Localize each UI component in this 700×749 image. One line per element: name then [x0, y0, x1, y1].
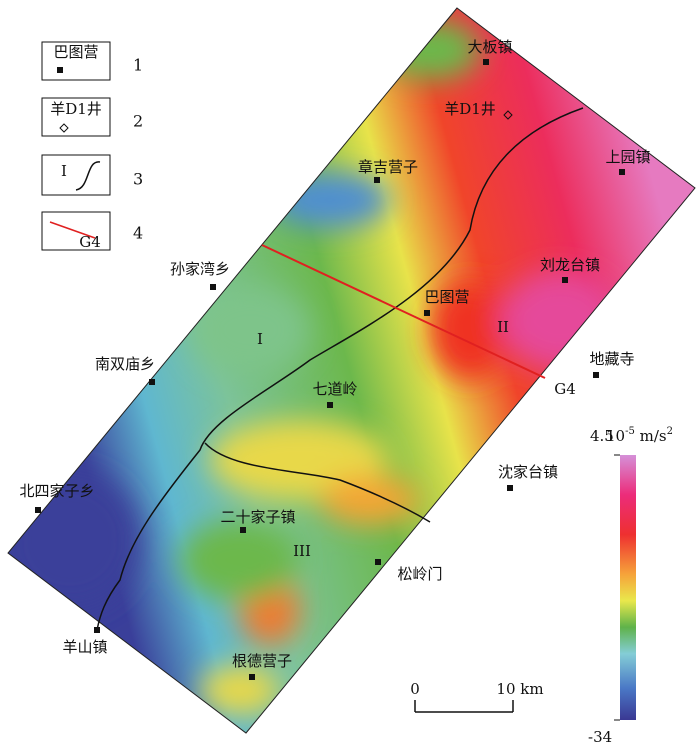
legend-label: G4	[79, 233, 101, 251]
place-marker	[35, 507, 41, 513]
legend-number: 3	[133, 170, 143, 189]
place-marker	[562, 277, 568, 283]
place-marker	[483, 59, 489, 65]
colorbar-min: -34	[588, 728, 612, 746]
place-label: 松岭门	[397, 565, 442, 583]
place-label: 二十家子镇	[220, 508, 295, 526]
place-marker	[374, 177, 380, 183]
legend-label: 巴图营	[53, 43, 98, 61]
place-label: 北四家子乡	[19, 482, 94, 500]
place-label: 羊山镇	[62, 638, 107, 656]
region-label: III	[293, 542, 311, 560]
place-label: 巴图营	[424, 288, 469, 306]
place-marker	[593, 372, 599, 378]
place-label: 孙家湾乡	[170, 260, 230, 278]
legend-number: 1	[133, 56, 143, 75]
legend-number: 4	[133, 224, 143, 243]
place-marker	[240, 527, 246, 533]
colorbar	[620, 455, 636, 720]
legend-number: 2	[133, 112, 143, 131]
place-label: 大板镇	[467, 38, 512, 56]
legend-label: 羊D1井	[50, 100, 102, 118]
unit-exp: -5	[625, 426, 635, 437]
scale-start: 0	[410, 680, 420, 698]
place-label: 七道岭	[312, 380, 357, 398]
unit-sup: 2	[667, 426, 673, 437]
place-marker	[327, 402, 333, 408]
well-label: 羊D1井	[444, 100, 496, 118]
region-label: I	[257, 330, 263, 348]
well-marker	[503, 110, 513, 120]
place-marker	[375, 559, 381, 565]
scale-end: 10 km	[496, 680, 543, 698]
place-label: 上园镇	[605, 148, 650, 166]
colorbar-unit: 10-5 m/s2	[606, 426, 673, 446]
place-label: 南双庙乡	[95, 355, 155, 373]
place-label: 地藏寺	[589, 350, 634, 368]
unit-base: 10	[606, 427, 625, 445]
place-marker	[210, 284, 216, 290]
place-marker	[619, 169, 625, 175]
colorbar-max: 4.5	[590, 427, 614, 445]
place-label: 章吉营子	[358, 158, 418, 176]
region-label: II	[497, 318, 509, 336]
unit: m/s	[635, 427, 667, 445]
place-marker	[249, 674, 255, 680]
place-label: 沈家台镇	[498, 463, 558, 481]
place-marker	[149, 379, 155, 385]
legend-label: I	[61, 162, 67, 180]
place-marker	[507, 485, 513, 491]
place-label: 根德营子	[232, 652, 292, 670]
place-label: 刘龙台镇	[540, 256, 600, 274]
profile-label: G4	[554, 380, 576, 398]
place-marker	[94, 627, 100, 633]
place-marker	[424, 310, 430, 316]
